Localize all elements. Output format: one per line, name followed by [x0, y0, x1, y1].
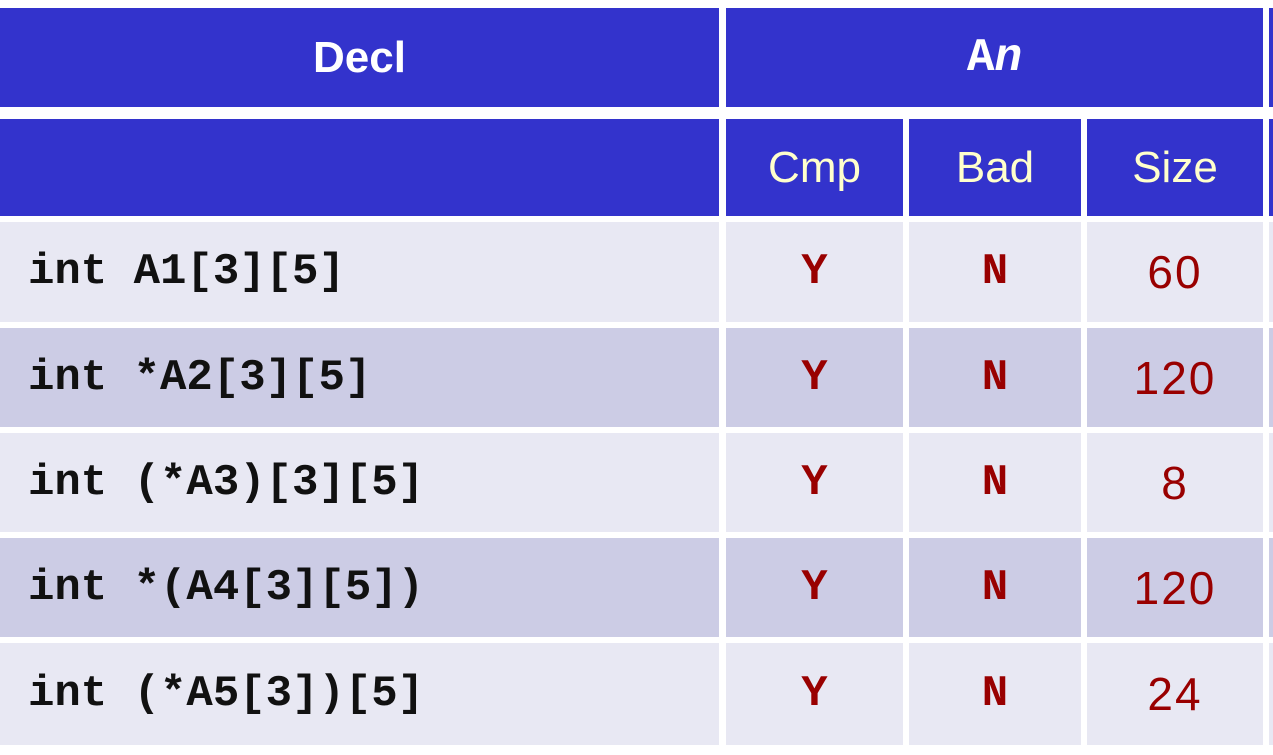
row-1-cmp: Y	[726, 222, 903, 322]
row-3-cmp: Y	[726, 433, 903, 532]
subheader-cmp-label: Cmp	[768, 142, 861, 192]
row-2-cmp: Y	[726, 328, 903, 427]
subheader-next-cell-edge	[1269, 119, 1273, 216]
row-4-edge	[1269, 538, 1273, 637]
header-an-label: An	[967, 32, 1022, 84]
row-1-size: 60	[1087, 222, 1263, 322]
row-3-edge	[1269, 433, 1273, 532]
row-5-bad: N	[909, 643, 1081, 745]
row-2-bad: N	[909, 328, 1081, 427]
header-an-suffix: n	[994, 31, 1023, 84]
row-4-bad: N	[909, 538, 1081, 637]
row-1-edge	[1269, 222, 1273, 322]
row-4-size: 120	[1087, 538, 1263, 637]
subheader-size-cell: Size	[1087, 119, 1263, 216]
row-3-size: 8	[1087, 433, 1263, 532]
row-5-cmp: Y	[726, 643, 903, 745]
header-decl-cell: Decl	[0, 8, 719, 107]
subheader-decl-cell	[0, 119, 719, 216]
subheader-size-label: Size	[1132, 142, 1218, 192]
header-an-prefix: A	[966, 31, 995, 84]
header-decl-label: Decl	[313, 32, 406, 82]
row-5-edge	[1269, 643, 1273, 745]
row-2-edge	[1269, 328, 1273, 427]
subheader-cmp-cell: Cmp	[726, 119, 903, 216]
row-3-decl: int (*A3)[3][5]	[0, 433, 719, 532]
subheader-bad-cell: Bad	[909, 119, 1081, 216]
row-5-decl: int (*A5[3])[5]	[0, 643, 719, 745]
row-2-decl: int *A2[3][5]	[0, 328, 719, 427]
row-5-size: 24	[1087, 643, 1263, 745]
row-2-size: 120	[1087, 328, 1263, 427]
row-1-decl: int A1[3][5]	[0, 222, 719, 322]
subheader-bad-label: Bad	[955, 142, 1035, 192]
row-1-bad: N	[909, 222, 1081, 322]
row-4-cmp: Y	[726, 538, 903, 637]
header-an-cell: An	[726, 8, 1263, 107]
row-4-decl: int *(A4[3][5])	[0, 538, 719, 637]
header-next-cell-edge	[1269, 8, 1273, 107]
row-3-bad: N	[909, 433, 1081, 532]
